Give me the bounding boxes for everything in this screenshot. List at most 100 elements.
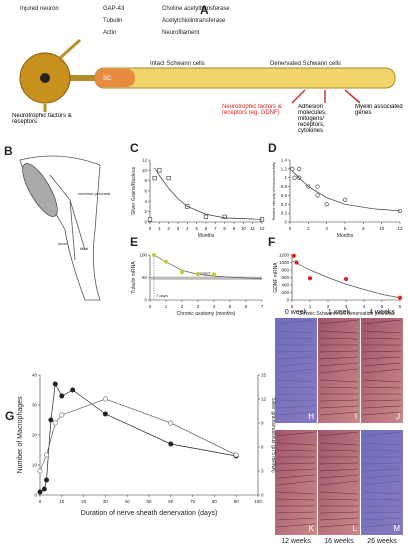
histology-letter: H <box>308 412 314 421</box>
x-tick-label: 9 <box>233 226 236 231</box>
panel-letter: G <box>5 409 14 423</box>
x-tick-label: 0 <box>291 304 294 309</box>
point <box>152 175 157 181</box>
label-box: Neurotrophic factors & receptors <box>12 113 72 125</box>
histology-letter: L <box>353 524 358 533</box>
fiber <box>319 511 359 514</box>
x-tick-label: 3 <box>177 226 180 231</box>
x-tick-label: 8 <box>223 226 226 231</box>
point <box>343 276 349 282</box>
panel-letter: A <box>200 3 209 17</box>
label-box: Myelin associated genes <box>355 104 403 116</box>
fiber <box>276 523 316 528</box>
histology-letter: K <box>309 524 315 533</box>
fiber <box>362 523 402 528</box>
x-tick-label: 11 <box>250 226 255 231</box>
point <box>342 197 348 202</box>
y-tick-label: 1 <box>284 175 287 180</box>
x-tick-label: 5 <box>195 226 198 231</box>
histology-label: 0 week <box>285 309 308 316</box>
x-tick-label: 4 <box>186 226 189 231</box>
y2-tick-label: 9 <box>261 421 264 426</box>
label: Adhesion molecules, mitogens/ receptors,… <box>298 104 327 134</box>
x-axis-label: Duration of nerve sheath denervation (da… <box>81 510 218 517</box>
fiber <box>319 330 359 334</box>
point <box>291 253 296 258</box>
x-tick-label: 1 <box>158 226 161 231</box>
y-tick-label: 0.6 <box>281 193 288 198</box>
y-tick-label: 400 <box>281 283 289 288</box>
fiber <box>362 368 402 374</box>
fiber <box>362 386 402 389</box>
fiber <box>362 431 402 437</box>
label: Neurofilament <box>162 30 200 36</box>
point <box>315 184 320 189</box>
histology-label: 12 weeks <box>281 538 311 545</box>
fiber <box>276 379 316 383</box>
y-tick-label: 0 <box>284 220 287 225</box>
point <box>52 381 58 387</box>
fiber <box>276 386 316 389</box>
y-tick-label: 0 <box>34 493 37 498</box>
line <box>292 170 401 212</box>
fiber <box>276 498 316 501</box>
histology-label: 1 week <box>328 309 351 316</box>
fiber <box>362 462 402 465</box>
point <box>233 452 239 458</box>
fiber <box>319 350 359 353</box>
panel-letter: F <box>268 235 275 249</box>
diagram-a: Injured neuron GAP-43 Tubulin Actin Chol… <box>12 6 403 134</box>
x-axis-label: Months <box>337 233 354 239</box>
point <box>315 193 320 198</box>
y-tick-label: 30 <box>32 403 38 408</box>
x-tick-label: 12 <box>259 226 265 231</box>
line <box>39 398 237 472</box>
fiber <box>362 379 402 383</box>
fiber <box>362 399 402 402</box>
point <box>290 166 295 171</box>
point <box>195 271 201 277</box>
x-tick-label: 12 <box>397 226 403 231</box>
fiber <box>319 405 359 409</box>
line <box>153 254 263 280</box>
x-tick-label: 0 <box>149 304 152 309</box>
x-tick-label: 5 <box>229 304 232 309</box>
fiber <box>319 468 359 472</box>
fiber <box>319 431 359 437</box>
point <box>102 396 108 402</box>
leg-outline <box>19 155 101 301</box>
label-box: Neurotrophic factors & receptors (eg. GD… <box>222 104 282 116</box>
x-tick-label: 2 <box>167 226 170 231</box>
x-tick-label: 50 <box>146 499 152 504</box>
x-tick-label: 3 <box>345 304 348 309</box>
x-tick-label: 30 <box>103 499 109 504</box>
histology-image <box>361 318 403 423</box>
y-tick-label: 1.4 <box>281 158 288 163</box>
band <box>150 276 262 280</box>
panel-letter: C <box>130 141 139 155</box>
fiber <box>276 480 316 486</box>
fiber <box>319 399 359 402</box>
muscle <box>22 163 58 217</box>
label: Myelin associated genes <box>355 104 403 116</box>
label: Choline acetyltransferase <box>162 6 230 12</box>
y-tick-label: 1.2 <box>281 166 288 171</box>
fiber <box>276 350 316 353</box>
point <box>41 486 47 492</box>
y-tick-label: 12 <box>142 158 148 163</box>
y-tick-label: 20 <box>32 433 38 438</box>
fiber <box>319 449 359 452</box>
fiber <box>362 517 402 521</box>
fiber <box>362 319 402 325</box>
y-tick-label: 0 <box>144 220 147 225</box>
x-tick-label: 6 <box>399 304 402 309</box>
point <box>37 489 43 495</box>
fiber <box>276 449 316 452</box>
x-tick-label: 40 <box>125 499 131 504</box>
label: Acetylchlolintransferase <box>162 18 226 24</box>
label: common peroneal <box>78 191 110 196</box>
y-tick-label: 2 <box>144 209 147 214</box>
x-axis-label: Chronic Schwann cell denervation (months… <box>298 311 395 317</box>
fiber <box>276 431 316 437</box>
